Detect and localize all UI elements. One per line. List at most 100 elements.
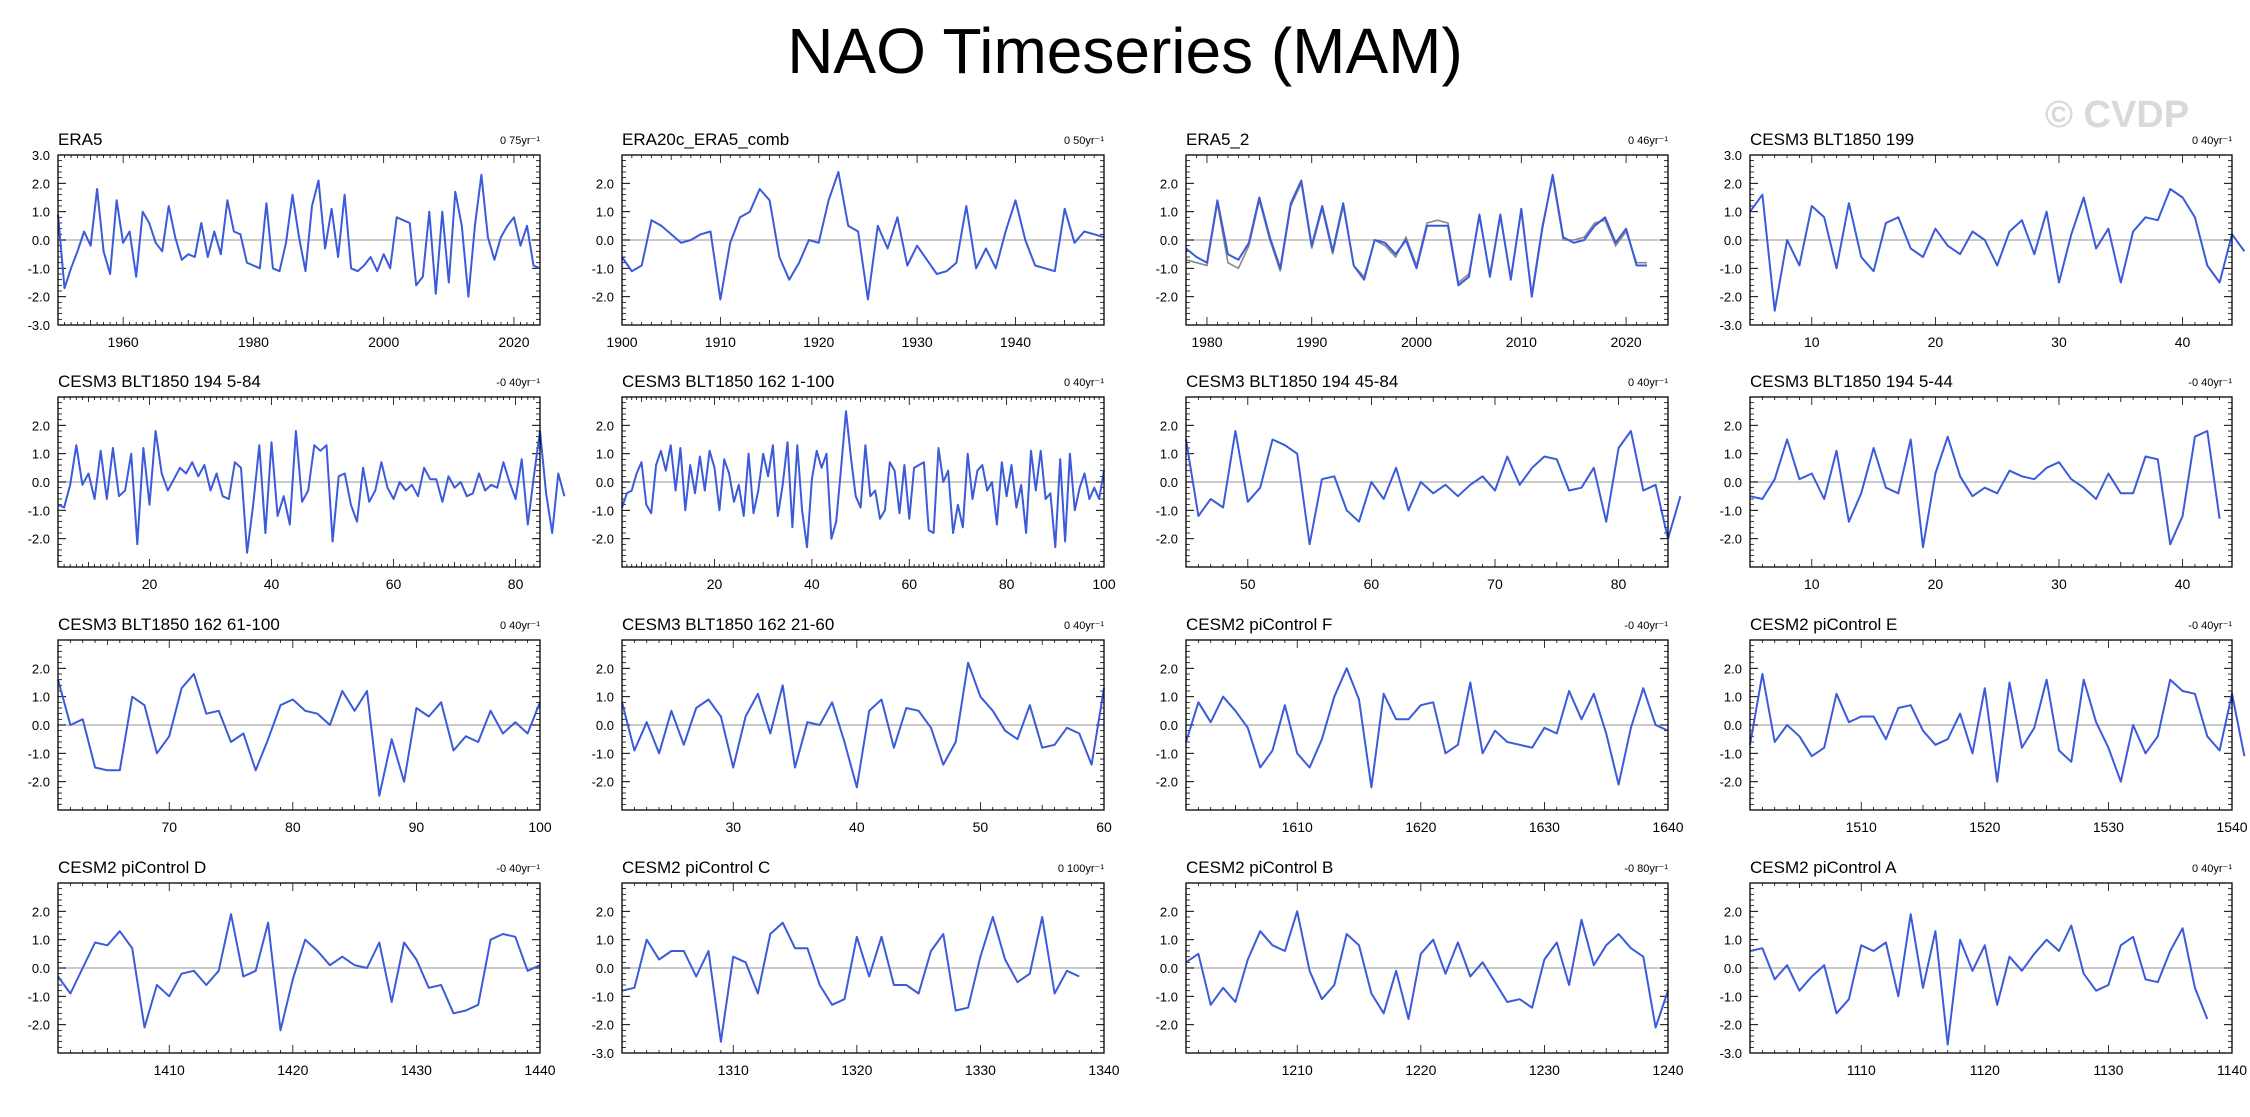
- x-tick-label: 70: [161, 819, 177, 835]
- panel-title: CESM2 piControl D: [58, 858, 206, 877]
- trend-label: 0 40yr⁻¹: [500, 620, 540, 632]
- panel-title: ERA5_2: [1186, 130, 1249, 149]
- series-line: [57, 673, 541, 797]
- x-tick-label: 1960: [108, 334, 139, 350]
- y-tick-label: 1.0: [1724, 690, 1742, 705]
- x-tick-label: 1930: [902, 334, 933, 350]
- x-tick-label: 20: [1928, 334, 1944, 350]
- panel-title: CESM2 piControl C: [622, 858, 770, 877]
- panel-title: CESM3 BLT1850 199: [1750, 130, 1914, 149]
- x-tick-label: 1610: [1282, 819, 1313, 835]
- plot-frame: [1185, 882, 1669, 1054]
- plot-frame: [57, 882, 541, 1054]
- series-line: [57, 430, 566, 554]
- panel-13: CESM2 piControl D -0 40yr⁻¹ -2.0 -1.0 0.0 1.0…: [28, 858, 556, 1078]
- trend-label: -0 40yr⁻¹: [2188, 377, 2232, 389]
- x-tick-label: 1110: [1847, 1062, 1876, 1078]
- y-tick-label: -3.0: [1720, 318, 1742, 333]
- x-tick-label: 1130: [2093, 1062, 2123, 1078]
- y-tick-label: 2.0: [596, 904, 614, 919]
- x-tick-label: 30: [2051, 576, 2067, 592]
- y-tick-label: 1.0: [32, 690, 50, 705]
- y-tick-label: 0.0: [596, 233, 614, 248]
- series-line: [1749, 913, 2209, 1046]
- plot-frame: [1749, 396, 2233, 568]
- y-tick-label: 1.0: [32, 447, 50, 462]
- x-tick-label: 1910: [705, 334, 736, 350]
- plot-frame: [621, 154, 1105, 326]
- panel-title: CESM2 piControl A: [1750, 858, 1897, 877]
- y-tick-label: 0.0: [1724, 961, 1742, 976]
- x-tick-label: 1220: [1405, 1062, 1436, 1078]
- y-tick-label: -1.0: [592, 261, 614, 276]
- panel-title: CESM3 BLT1850 162 21-60: [622, 615, 834, 634]
- y-tick-label: 1.0: [596, 205, 614, 220]
- y-tick-label: 2.0: [32, 904, 50, 919]
- panel-title: CESM3 BLT1850 162 61-100: [58, 615, 280, 634]
- trend-label: -0 40yr⁻¹: [1624, 620, 1668, 632]
- x-tick-label: 1620: [1405, 819, 1436, 835]
- x-tick-label: 2010: [1506, 334, 1537, 350]
- plot-frame: [57, 154, 541, 326]
- panel-9: CESM3 BLT1850 162 61-100 0 40yr⁻¹ -2.0 -1.0…: [28, 615, 552, 835]
- y-tick-label: -2.0: [1156, 775, 1178, 790]
- x-tick-label: 30: [725, 819, 741, 835]
- y-tick-label: -1.0: [592, 989, 614, 1004]
- x-tick-label: 10: [1804, 576, 1820, 592]
- y-tick-label: 1.0: [1724, 205, 1742, 220]
- y-tick-label: -2.0: [1720, 290, 1742, 305]
- y-tick-label: 1.0: [1160, 447, 1178, 462]
- y-tick-label: 0.0: [1160, 718, 1178, 733]
- panel-title: CESM3 BLT1850 194 5-84: [58, 372, 261, 391]
- y-tick-label: 1.0: [1724, 447, 1742, 462]
- y-tick-label: -2.0: [592, 532, 614, 547]
- x-tick-label: 100: [528, 819, 552, 835]
- y-tick-label: -2.0: [592, 775, 614, 790]
- y-tick-label: 2.0: [32, 176, 50, 191]
- y-tick-label: -2.0: [592, 1018, 614, 1033]
- y-tick-label: 1.0: [596, 933, 614, 948]
- plot-frame: [1749, 154, 2233, 326]
- plot-frame: [1185, 396, 1669, 568]
- x-tick-label: 40: [804, 576, 820, 592]
- x-tick-label: 1320: [841, 1062, 872, 1078]
- y-tick-label: -2.0: [28, 1018, 50, 1033]
- x-tick-label: 10: [1804, 334, 1820, 350]
- y-tick-label: 1.0: [32, 205, 50, 220]
- y-tick-label: 0.0: [32, 718, 50, 733]
- y-tick-label: -2.0: [1156, 290, 1178, 305]
- x-tick-label: 1980: [1191, 334, 1222, 350]
- panel-1: ERA5 0 75yr⁻¹ -3.0 -2.0 -1.0 0.0 1.0 2.0 3.0 1960…: [28, 130, 541, 350]
- y-tick-label: 1.0: [596, 447, 614, 462]
- y-tick-label: -1.0: [1156, 503, 1178, 518]
- y-tick-label: -1.0: [1720, 989, 1742, 1004]
- y-tick-label: 1.0: [1160, 933, 1178, 948]
- y-tick-label: 1.0: [1160, 205, 1178, 220]
- x-tick-label: 1900: [606, 334, 637, 350]
- panel-14: CESM2 piControl C 0 100yr⁻¹ -3.0 -2.0 -1.0 0.…: [592, 858, 1120, 1078]
- x-tick-label: 100: [1092, 576, 1116, 592]
- x-tick-label: 1440: [524, 1062, 555, 1078]
- panel-3: ERA5_2 0 46yr⁻¹ -2.0 -1.0 0.0 1.0 2.0 1980 1990 2…: [1156, 130, 1669, 350]
- y-tick-label: 0.0: [1724, 475, 1742, 490]
- x-tick-label: 1640: [1652, 819, 1683, 835]
- y-tick-label: -1.0: [1720, 503, 1742, 518]
- panel-10: CESM3 BLT1850 162 21-60 0 40yr⁻¹ -2.0 -1.0 0…: [592, 615, 1112, 835]
- y-tick-label: -3.0: [592, 1046, 614, 1061]
- y-tick-label: 2.0: [596, 661, 614, 676]
- plot-frame: [621, 396, 1105, 568]
- x-tick-label: 1520: [1969, 819, 2000, 835]
- trend-label: 0 40yr⁻¹: [1628, 377, 1668, 389]
- series-line-obs2: [1185, 177, 1647, 294]
- plot-frame: [1749, 639, 2233, 811]
- y-tick-label: -1.0: [28, 261, 50, 276]
- panel-6: CESM3 BLT1850 162 1-100 0 40yr⁻¹ -2.0 -1.0 0…: [592, 372, 1116, 592]
- y-tick-label: 2.0: [1724, 904, 1742, 919]
- x-tick-label: 1940: [1000, 334, 1031, 350]
- y-tick-label: 2.0: [32, 418, 50, 433]
- panel-15: CESM2 piControl B -0 80yr⁻¹ -2.0 -1.0 0.0 1.0…: [1156, 858, 1684, 1078]
- y-tick-label: 1.0: [32, 933, 50, 948]
- y-tick-label: 0.0: [596, 961, 614, 976]
- trend-label: 0 46yr⁻¹: [1628, 135, 1668, 147]
